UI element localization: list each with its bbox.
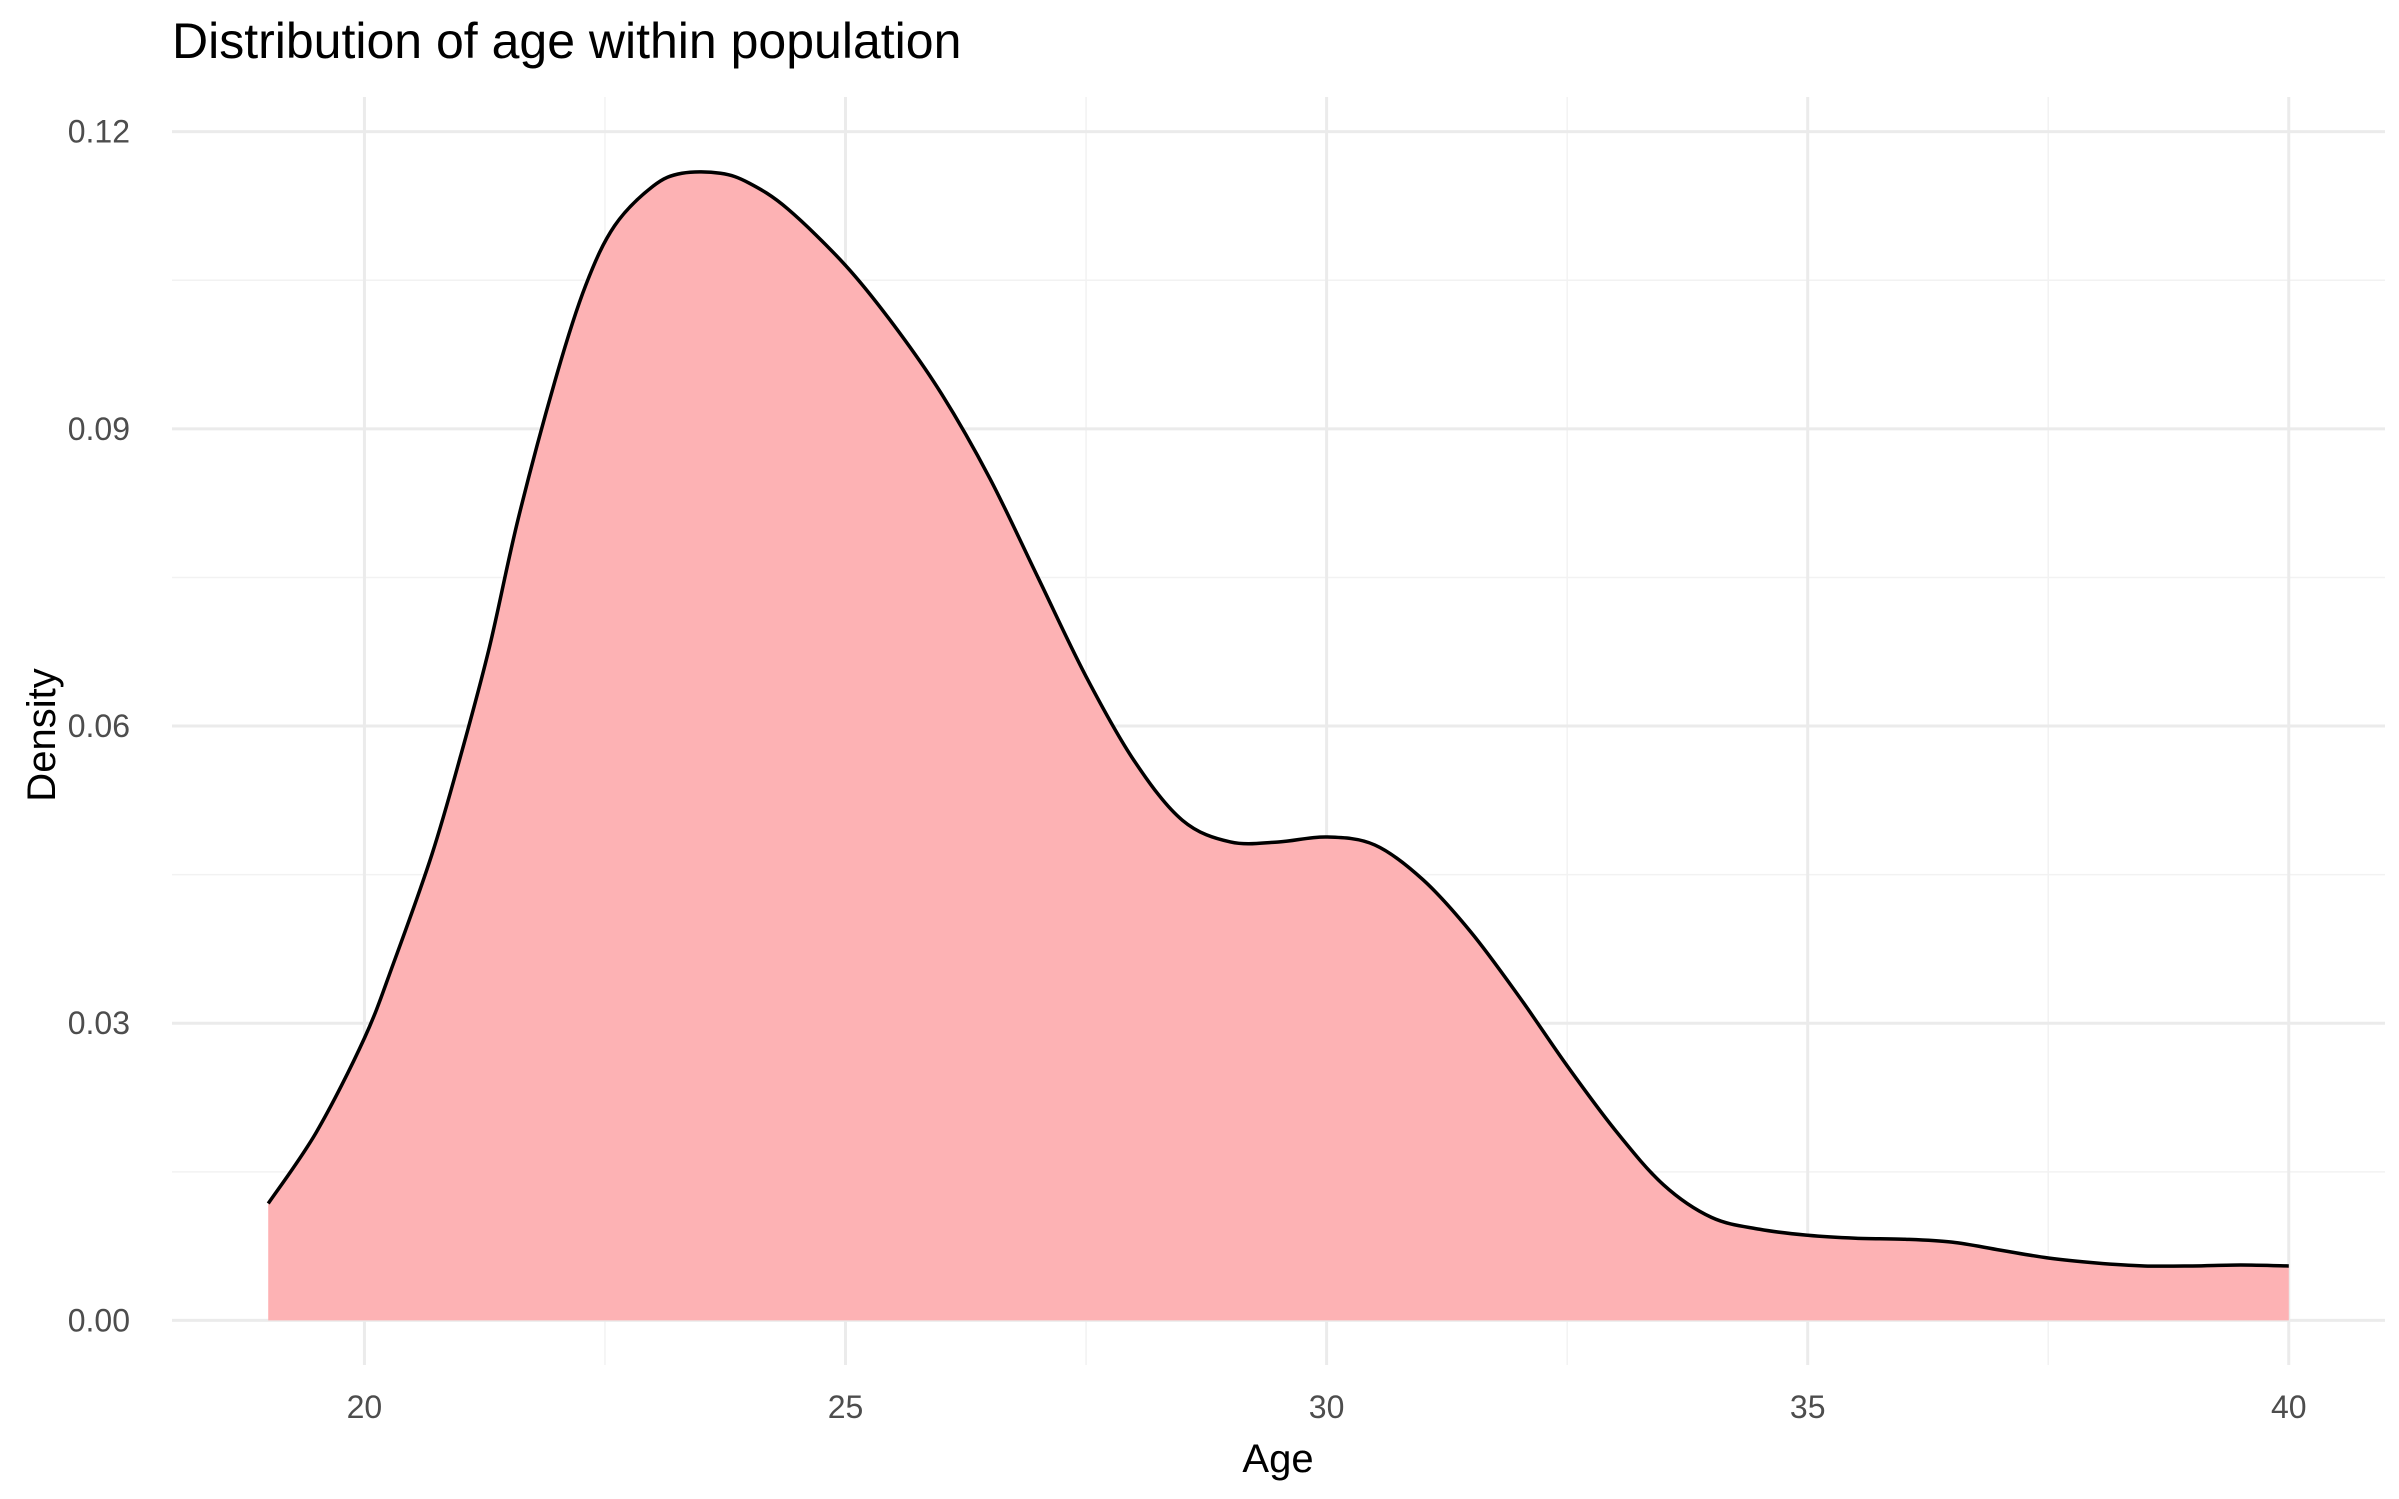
- density-area-fill: [268, 171, 2289, 1321]
- x-axis-title: Age: [1242, 1437, 1313, 1481]
- major-grid: [172, 97, 2385, 1365]
- x-tick-label: 35: [1790, 1389, 1826, 1425]
- y-tick-label: 0.00: [68, 1302, 130, 1338]
- chart-title: Distribution of age within population: [172, 13, 961, 69]
- y-axis-title: Density: [20, 668, 64, 801]
- x-tick-label: 40: [2271, 1389, 2307, 1425]
- density-curve-line: [266, 170, 2289, 1268]
- x-tick-label: 25: [828, 1389, 864, 1425]
- x-axis-ticks: 20 25 30 35 40: [347, 1389, 2307, 1425]
- y-tick-label: 0.06: [68, 708, 130, 744]
- y-tick-label: 0.03: [68, 1005, 130, 1041]
- y-tick-label: 0.12: [68, 114, 130, 150]
- x-tick-label: 20: [347, 1389, 383, 1425]
- y-tick-label: 0.09: [68, 411, 130, 447]
- x-tick-label: 30: [1309, 1389, 1345, 1425]
- y-axis-ticks: 0.00 0.03 0.06 0.09 0.12: [68, 114, 130, 1339]
